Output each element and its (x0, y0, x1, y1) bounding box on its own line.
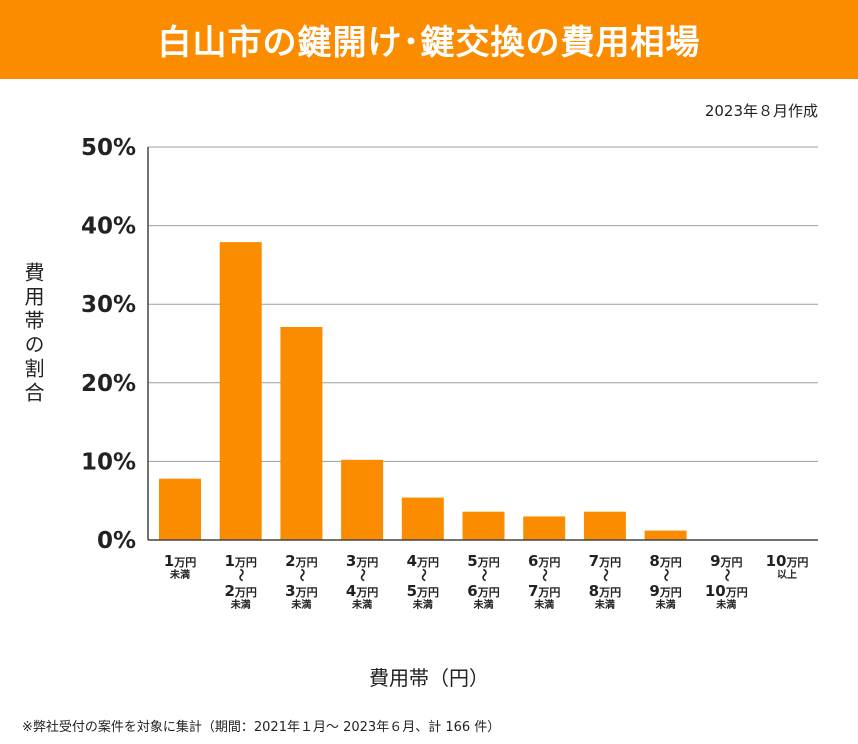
bar (341, 459, 384, 540)
x-tick-label: 7万円 (589, 552, 621, 570)
bar (583, 511, 626, 540)
x-tick-label: 5万円 (467, 552, 499, 570)
created-date-note: 2023年８月作成 (704, 102, 818, 120)
x-tick-label: 7万円 (528, 582, 560, 600)
y-tick-label: 0% (97, 528, 136, 554)
x-tick-label: 10万円 (766, 552, 809, 570)
y-tick-label: 40% (81, 214, 136, 240)
x-tick-label: 4万円 (346, 582, 378, 600)
x-tick-label: 6万円 (467, 582, 499, 600)
x-tick-label: 3万円 (285, 582, 317, 600)
x-tick-label: 2万円 (285, 552, 317, 570)
bar (523, 516, 566, 540)
bar (280, 326, 323, 540)
x-tick-range-mark: 〜 (233, 568, 248, 581)
x-tick-range-mark: 〜 (354, 568, 369, 581)
x-tick-suffix: 未満 (655, 598, 676, 611)
x-tick-label: 8万円 (649, 552, 681, 570)
x-tick-suffix: 以上 (777, 568, 797, 581)
x-tick-suffix: 未満 (412, 598, 433, 611)
chart-title: 白山市の鍵開け･鍵交換の費用相場 (157, 23, 701, 63)
y-tick-label: 10% (81, 449, 136, 475)
x-tick-label: 8万円 (589, 582, 621, 600)
x-tick-suffix: 未満 (473, 598, 494, 611)
x-tick-label: 1万円 (224, 552, 256, 570)
x-tick-label: 9万円 (649, 582, 681, 600)
x-tick-range-mark: 〜 (476, 568, 491, 581)
x-tick-label: 2万円 (224, 582, 256, 600)
y-tick-label: 50% (81, 135, 136, 161)
chart-title-banner: 白山市の鍵開け･鍵交換の費用相場 (0, 0, 858, 79)
y-tick-label: 30% (81, 292, 136, 318)
footnote: ※弊社受付の案件を対象に集計（期間：2021年１月～ 2023年６月、計 166… (22, 720, 501, 735)
x-tick-label: 6万円 (528, 552, 560, 570)
y-tick-label: 20% (81, 371, 136, 397)
y-axis-label: 費用帯の割合 (21, 262, 45, 406)
x-tick-range-mark: 〜 (718, 568, 733, 581)
bar (219, 242, 262, 540)
x-tick-label: 1万円 (164, 552, 196, 570)
x-tick-suffix: 未満 (230, 598, 251, 611)
x-tick-label: 10万円 (705, 582, 748, 600)
x-tick-suffix: 未満 (169, 568, 190, 581)
bar (462, 511, 505, 540)
x-tick-suffix: 未満 (533, 598, 554, 611)
x-tick-range-mark: 〜 (415, 568, 430, 581)
x-tick-range-mark: 〜 (658, 568, 673, 581)
x-tick-label: 3万円 (346, 552, 378, 570)
bar-chart: 0%10%20%30%40%50%1万円未満1万円〜2万円未満2万円〜3万円未満… (81, 135, 818, 611)
x-tick-range-mark: 〜 (293, 568, 308, 581)
x-tick-suffix: 未満 (290, 598, 311, 611)
bar (159, 478, 201, 540)
x-tick-label: 9万円 (710, 552, 742, 570)
x-tick-suffix: 未満 (715, 598, 736, 611)
x-tick-label: 5万円 (407, 582, 439, 600)
x-tick-range-mark: 〜 (536, 568, 551, 581)
x-axis-label: 費用帯（円） (369, 666, 489, 690)
x-tick-suffix: 未満 (351, 598, 372, 611)
x-tick-range-mark: 〜 (597, 568, 612, 581)
x-tick-label: 4万円 (407, 552, 439, 570)
bar (401, 497, 444, 540)
x-tick-suffix: 未満 (594, 598, 615, 611)
bar (644, 530, 687, 540)
